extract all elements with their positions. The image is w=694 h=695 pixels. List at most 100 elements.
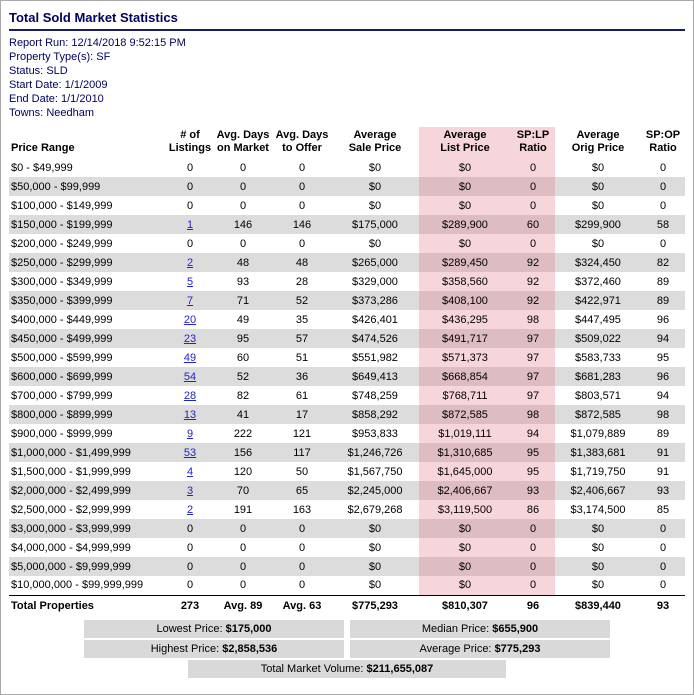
avg-sale-price-cell: $0 <box>368 579 382 592</box>
avg-sale-price-cell: $649,413 <box>352 370 398 383</box>
sp-lp-ratio-cell: 0 <box>511 234 555 253</box>
meta-start-date: Start Date: 1/1/2009 <box>9 78 685 92</box>
avg-days-to-offer-cell: 48 <box>295 256 309 269</box>
price-range-cell: $100,000 - $149,999 <box>11 199 113 212</box>
avg-sale-price-cell: $858,292 <box>352 408 398 421</box>
listings-count-link[interactable]: 3 <box>186 484 194 497</box>
col-header-sp-op-ratio: SP:OP Ratio <box>645 129 681 154</box>
avg-sale-price-cell: $1,567,750 <box>347 465 403 478</box>
avg-days-to-offer-cell: 28 <box>295 275 309 288</box>
listings-count-cell: 9 <box>167 424 213 443</box>
sp-op-ratio-cell: 94 <box>656 332 670 345</box>
listings-count-link[interactable]: 5 <box>186 275 194 288</box>
total-market-volume-label: Total Market Volume: <box>260 663 364 675</box>
price-range-cell: $3,000,000 - $3,999,999 <box>11 522 131 535</box>
avg-sale-price-cell: $175,000 <box>352 218 398 231</box>
listings-count-link[interactable]: 53 <box>183 446 197 459</box>
avg-sale-price-cell: $748,259 <box>352 389 398 402</box>
listings-count-link[interactable]: 49 <box>183 351 197 364</box>
col-header-price-range: Price Range <box>11 142 75 154</box>
listings-count-link[interactable]: 9 <box>186 427 194 440</box>
listings-count-link[interactable]: 2 <box>186 503 194 516</box>
listings-count-link[interactable]: 1 <box>186 218 194 231</box>
sp-lp-ratio-cell: 92 <box>511 253 555 272</box>
avg-days-on-market-cell: 156 <box>233 446 253 459</box>
avg-days-on-market-cell: 222 <box>233 427 253 440</box>
table-row: $600,000 - $699,999 54 52 36 $649,413 $668,85… <box>9 367 685 386</box>
avg-orig-price-cell: $1,383,681 <box>570 446 626 459</box>
avg-orig-price-cell: $509,022 <box>575 332 621 345</box>
sp-lp-ratio-cell: 0 <box>511 538 555 557</box>
sp-op-ratio-cell: 89 <box>656 294 670 307</box>
listings-count-cell: 0 <box>186 237 194 250</box>
listings-count-cell: 28 <box>167 386 213 405</box>
sp-lp-ratio-cell: 0 <box>511 557 555 576</box>
table-row: $300,000 - $349,999 5 93 28 $329,000 $358,560… <box>9 272 685 291</box>
meta-property-type: Property Type(s): SF <box>9 50 685 64</box>
highest-price-value: $2,858,536 <box>222 643 278 655</box>
table-row: $1,000,000 - $1,499,999 53 156 117 $1,246,72… <box>9 443 685 462</box>
avg-days-to-offer-cell: 0 <box>298 560 306 573</box>
col-header-avg-days-to-offer: Avg. Days to Offer <box>275 129 329 154</box>
col-header-avg-sale-price: Average Sale Price <box>348 129 402 154</box>
avg-days-on-market-cell: 82 <box>236 389 250 402</box>
avg-list-price-cell: $0 <box>419 196 511 215</box>
lowest-price-value: $175,000 <box>225 623 272 635</box>
listings-count-link[interactable]: 28 <box>183 389 197 402</box>
sp-op-ratio-cell: 0 <box>659 161 667 174</box>
avg-days-to-offer-cell: 17 <box>295 408 309 421</box>
avg-days-to-offer-cell: 0 <box>298 579 306 592</box>
meta-status: Status: SLD <box>9 64 685 78</box>
avg-list-price-cell: $571,373 <box>419 348 511 367</box>
avg-orig-price-cell: $583,733 <box>575 351 621 364</box>
avg-list-price-cell: $3,119,500 <box>419 500 511 519</box>
listings-count-link[interactable]: 4 <box>186 465 194 478</box>
listings-count-cell: 0 <box>186 522 194 535</box>
listings-count-link[interactable]: 20 <box>183 313 197 326</box>
listings-count-link[interactable]: 13 <box>183 408 197 421</box>
avg-list-price-cell: $768,711 <box>419 386 511 405</box>
avg-days-on-market-cell: 0 <box>239 560 247 573</box>
price-range-cell: $5,000,000 - $9,999,999 <box>11 560 131 573</box>
avg-orig-price-cell: $0 <box>591 199 605 212</box>
sp-lp-ratio-cell: 0 <box>511 177 555 196</box>
listings-count-link[interactable]: 54 <box>183 370 197 383</box>
price-range-cell: $2,000,000 - $2,499,999 <box>11 484 131 497</box>
avg-sale-price-cell: $474,526 <box>352 332 398 345</box>
listings-count-cell: 0 <box>186 560 194 573</box>
sp-op-ratio-cell: 0 <box>659 180 667 193</box>
total-sp-lp-ratio: 96 <box>511 594 555 617</box>
listings-count-cell: 0 <box>186 541 194 554</box>
avg-list-price-cell: $491,717 <box>419 329 511 348</box>
avg-days-to-offer-cell: 51 <box>295 351 309 364</box>
meta-label: Towns: <box>9 107 44 119</box>
table-row: $1,500,000 - $1,999,999 4 120 50 $1,567,750 $… <box>9 462 685 481</box>
sp-op-ratio-cell: 98 <box>656 408 670 421</box>
avg-days-on-market-cell: 52 <box>236 370 250 383</box>
listings-count-link[interactable]: 7 <box>186 294 194 307</box>
sp-lp-ratio-cell: 94 <box>511 424 555 443</box>
avg-list-price-cell: $0 <box>419 158 511 177</box>
avg-days-on-market-cell: 70 <box>236 484 250 497</box>
meta-label: Start Date: <box>9 79 62 91</box>
avg-list-price-cell: $408,100 <box>419 291 511 310</box>
table-row: $500,000 - $599,999 49 60 51 $551,982 $571,37… <box>9 348 685 367</box>
avg-days-to-offer-cell: 121 <box>292 427 312 440</box>
listings-count-link[interactable]: 2 <box>186 256 194 269</box>
table-row: $50,000 - $99,999 0 0 0 $0 $0 0 $0 0 <box>9 177 685 196</box>
listings-count-cell: 4 <box>167 462 213 481</box>
table-row: $200,000 - $249,999 0 0 0 $0 $0 0 $0 0 <box>9 234 685 253</box>
meta-label: Report Run: <box>9 37 69 49</box>
avg-days-on-market-cell: 48 <box>236 256 250 269</box>
avg-orig-price-cell: $681,283 <box>575 370 621 383</box>
listings-count-link[interactable]: 23 <box>183 332 197 345</box>
sp-lp-ratio-cell: 0 <box>511 158 555 177</box>
avg-orig-price-cell: $872,585 <box>575 408 621 421</box>
col-header-avg-orig-price: Average Orig Price <box>571 129 625 154</box>
listings-count-cell: 13 <box>167 405 213 424</box>
sp-lp-ratio-cell: 0 <box>511 519 555 538</box>
avg-sale-price-cell: $2,679,268 <box>347 503 403 516</box>
avg-days-on-market-cell: 0 <box>239 180 247 193</box>
price-range-cell: $400,000 - $449,999 <box>11 313 113 326</box>
